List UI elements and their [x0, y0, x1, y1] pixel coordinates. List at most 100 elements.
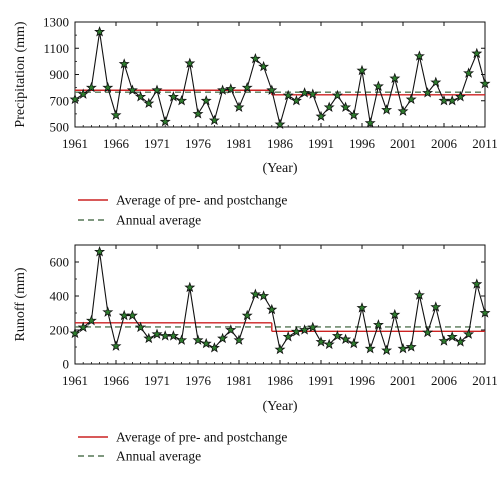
- data-point: [126, 309, 138, 321]
- data-point: [135, 91, 147, 102]
- series-line: [74, 251, 486, 353]
- data-point: [463, 67, 475, 78]
- x-tick-label: 1986: [267, 373, 294, 388]
- data-point: [77, 88, 89, 99]
- data-point: [208, 114, 220, 126]
- data-point: [372, 80, 384, 91]
- data-point: [282, 89, 294, 101]
- data-point: [151, 328, 163, 339]
- data-point: [479, 77, 491, 89]
- x-tick-label: 1981: [226, 136, 252, 151]
- x-tick-label: 1966: [103, 373, 130, 388]
- data-point: [217, 84, 229, 95]
- data-point: [118, 309, 130, 321]
- data-point: [94, 246, 106, 257]
- data-point: [331, 89, 343, 101]
- data-point: [389, 308, 401, 320]
- x-axis-title: (Year): [262, 399, 297, 414]
- data-point: [241, 309, 253, 321]
- data-point: [85, 81, 97, 93]
- data-point: [438, 94, 450, 106]
- data-point: [258, 290, 270, 301]
- data-point: [446, 94, 458, 106]
- x-tick-label: 1996: [349, 136, 376, 151]
- data-point: [176, 334, 188, 345]
- y-tick-label: 1100: [43, 41, 69, 56]
- x-tick-label: 2001: [390, 373, 416, 388]
- x-tick-label: 1981: [226, 373, 252, 388]
- data-point: [315, 110, 327, 122]
- data-point: [413, 289, 425, 300]
- data-point: [364, 117, 376, 128]
- data-point: [405, 341, 417, 352]
- data-point: [356, 64, 368, 76]
- x-tick-label: 2006: [431, 136, 458, 151]
- data-point: [167, 91, 179, 102]
- data-point: [454, 91, 466, 102]
- data-point: [290, 325, 302, 337]
- data-point: [471, 278, 483, 289]
- data-point: [225, 324, 237, 335]
- data-point: [118, 58, 130, 69]
- data-point: [274, 343, 286, 355]
- x-tick-label: 2001: [390, 136, 416, 151]
- chart-1: 1961 1966 1971 1976 1981 1986 1991 1996 2001 2006…: [13, 15, 498, 228]
- y-tick-label: 600: [50, 255, 70, 270]
- data-point: [233, 101, 245, 112]
- data-point: [85, 314, 97, 326]
- data-point: [200, 94, 212, 106]
- data-point: [110, 109, 122, 120]
- data-point: [184, 281, 196, 293]
- data-point: [126, 84, 138, 95]
- x-axis-title: (Year): [262, 161, 297, 176]
- x-tick-label: 1991: [308, 136, 334, 151]
- data-point: [225, 83, 237, 94]
- data-point: [249, 288, 261, 299]
- data-point: [372, 319, 384, 330]
- data-point: [405, 93, 417, 105]
- data-point: [266, 303, 278, 315]
- data-point: [348, 337, 360, 349]
- legend-label-annual: Annual average: [116, 213, 201, 228]
- x-tick-label: 1976: [185, 373, 212, 388]
- data-point: [397, 342, 409, 354]
- x-tick-label: 1966: [103, 136, 130, 151]
- x-tick-label: 1961: [62, 136, 88, 151]
- legend-label-pre-post: Average of pre- and postchange: [116, 193, 287, 208]
- data-point: [208, 342, 220, 353]
- data-point: [176, 94, 188, 106]
- data-point: [413, 50, 425, 61]
- data-point: [94, 26, 106, 37]
- data-point: [266, 84, 278, 95]
- data-point: [102, 306, 114, 317]
- data-point: [249, 52, 261, 64]
- data-point: [331, 330, 343, 341]
- data-point: [110, 340, 122, 351]
- data-point: [397, 105, 409, 116]
- data-point: [454, 336, 466, 347]
- x-tick-label: 1971: [144, 373, 170, 388]
- data-point: [438, 335, 450, 346]
- data-point: [77, 321, 89, 333]
- data-point: [135, 321, 147, 333]
- data-point: [389, 72, 401, 84]
- data-point: [356, 302, 368, 313]
- data-point: [307, 321, 319, 333]
- data-point: [143, 332, 155, 344]
- data-point: [471, 47, 483, 59]
- data-point: [151, 84, 163, 95]
- data-point: [184, 57, 196, 69]
- data-point: [340, 333, 352, 345]
- data-point: [364, 342, 376, 354]
- data-point: [315, 336, 327, 347]
- data-point: [299, 87, 311, 98]
- data-point: [192, 108, 204, 119]
- data-point: [192, 334, 204, 345]
- data-point: [422, 326, 434, 338]
- y-tick-label: 0: [63, 357, 70, 372]
- data-point: [233, 334, 245, 345]
- x-tick-label: 2011: [472, 373, 498, 388]
- x-tick-label: 2011: [472, 136, 498, 151]
- data-point: [323, 338, 335, 350]
- y-tick-label: 900: [50, 67, 70, 82]
